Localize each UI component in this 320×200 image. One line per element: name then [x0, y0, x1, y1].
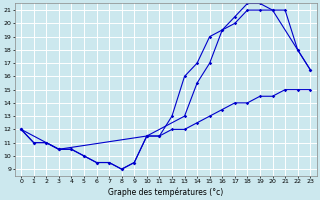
X-axis label: Graphe des températures (°c): Graphe des températures (°c) [108, 187, 223, 197]
